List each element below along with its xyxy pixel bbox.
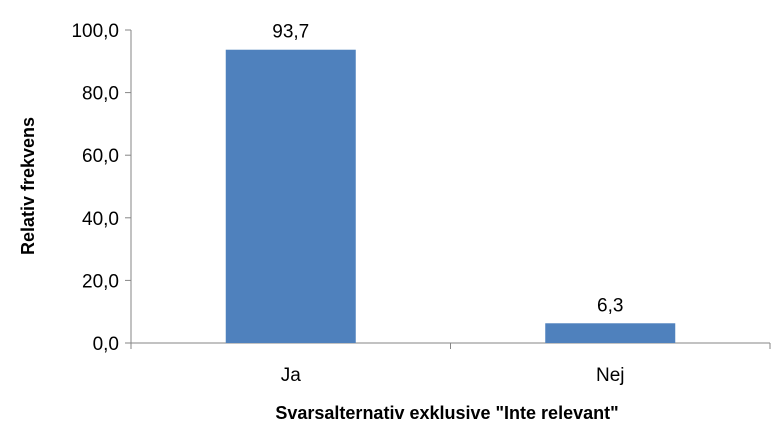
data-label: 6,3	[597, 295, 623, 316]
plot-area: 0,0 20,0 40,0 60,0 80,0 100,0 93,7 Ja 6,3 Nej	[71, 21, 771, 386]
x-axis-title: Svarsalternativ exklusive "Inte relevant…	[275, 403, 618, 423]
y-tick-label: 0,0	[93, 334, 119, 355]
bar-ja	[225, 49, 356, 344]
y-tick-label: 40,0	[82, 209, 119, 230]
y-tick-label: 20,0	[82, 271, 119, 292]
y-tick-label: 60,0	[82, 146, 119, 167]
data-label: 93,7	[272, 22, 309, 43]
y-axis-title: Relativ frekvens	[18, 117, 38, 255]
x-tick-label: Nej	[596, 365, 625, 386]
y-tick-label: 100,0	[71, 21, 119, 42]
y-tick-label: 80,0	[82, 84, 119, 105]
x-tick-label: Ja	[281, 365, 302, 386]
bar-nej	[545, 323, 676, 343]
